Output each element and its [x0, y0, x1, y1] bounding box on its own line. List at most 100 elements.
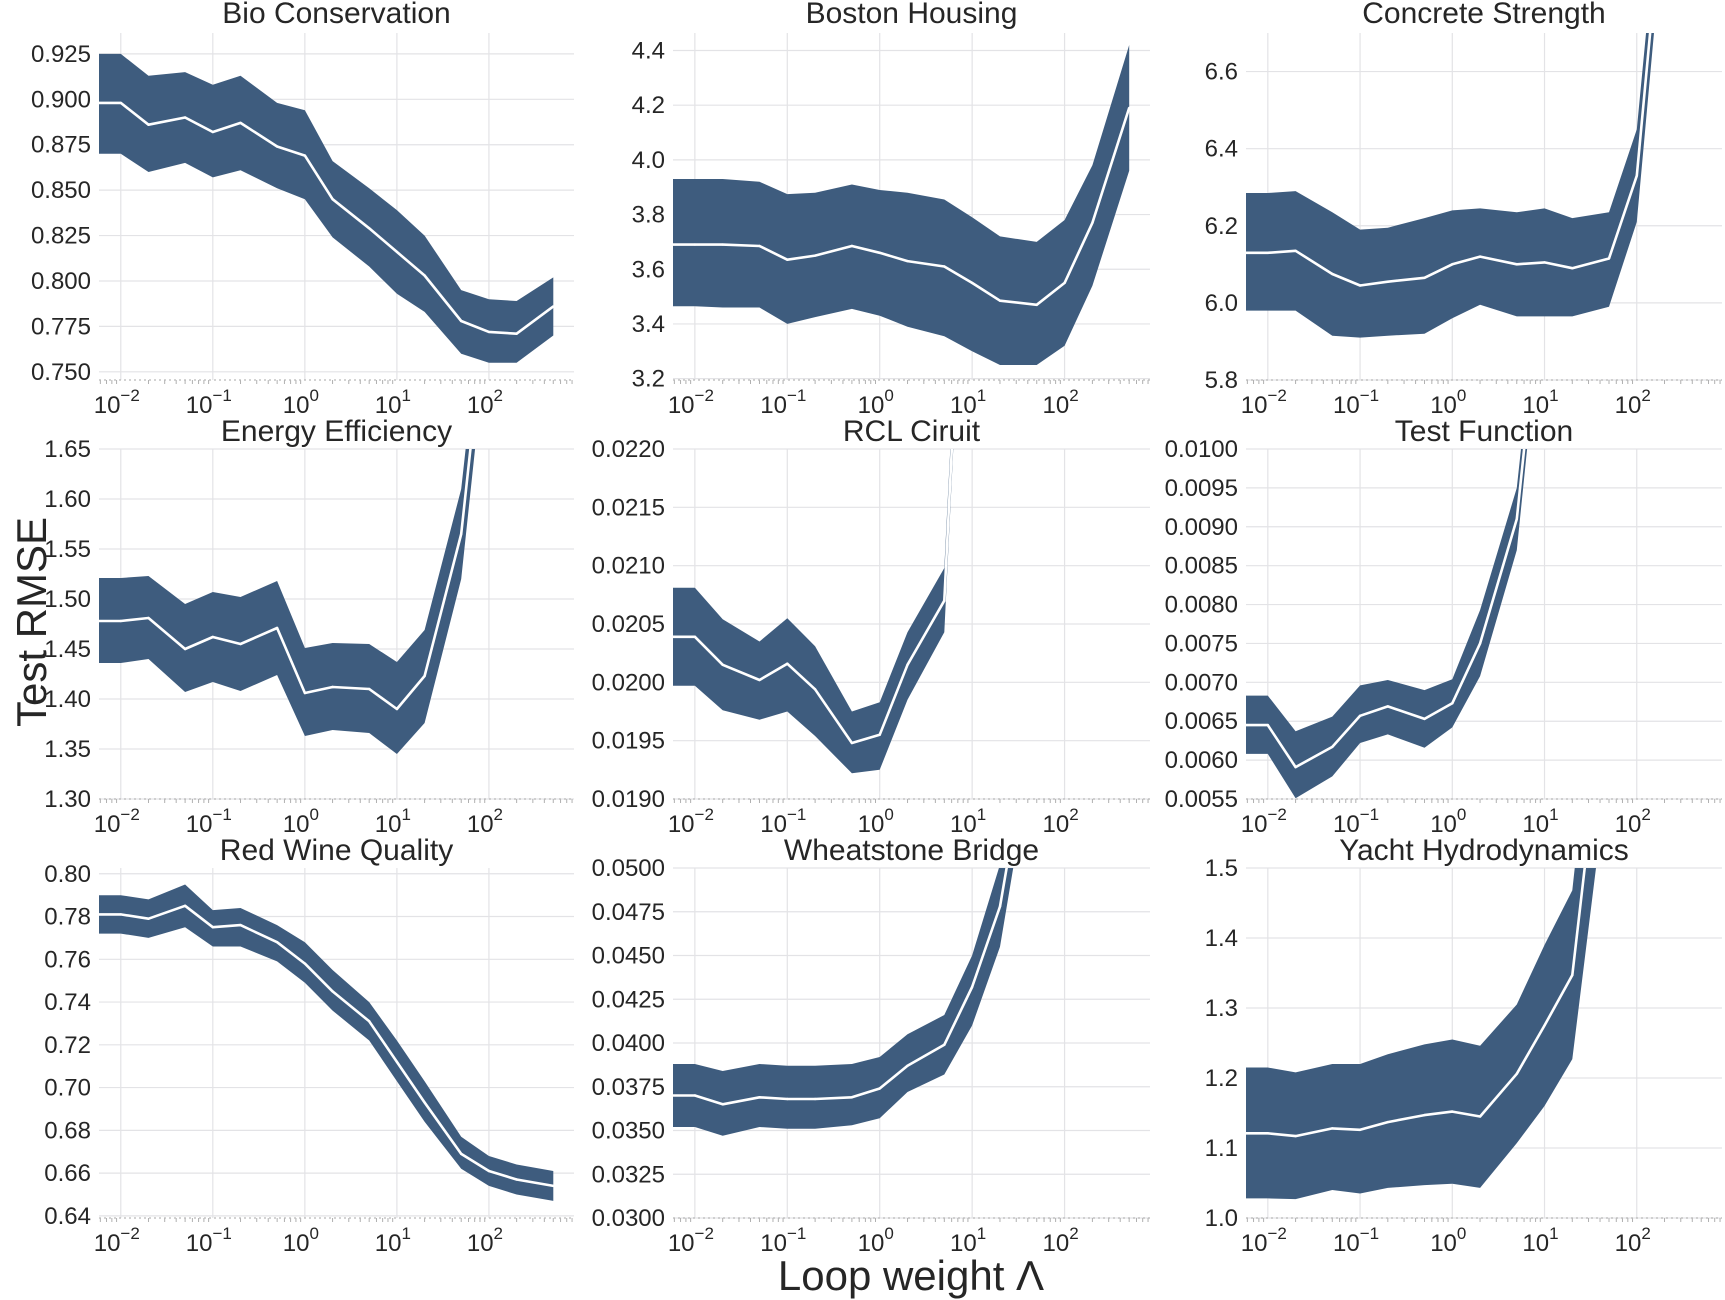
- mean-point: [1451, 263, 1454, 266]
- mean-point: [460, 532, 463, 536]
- mean-point: [239, 121, 242, 125]
- mean-point: [786, 1097, 789, 1101]
- plot-area: [1239, 97, 1665, 1200]
- y-tick-label: 6.6: [1205, 59, 1238, 86]
- mean-line: [1246, 33, 1652, 287]
- x-tick-label: 102: [1042, 805, 1078, 838]
- plot-area: [99, 53, 555, 363]
- x-tick-label: 10−1: [760, 805, 806, 838]
- mean-point: [1091, 342, 1093, 344]
- mean-point: [1294, 1134, 1297, 1138]
- y-tick-label: 4.0: [632, 147, 665, 174]
- std-band: [673, 449, 954, 774]
- y-tick-label: 0.64: [44, 1203, 91, 1230]
- mean-point: [998, 299, 1002, 302]
- x-tick-label: 101: [950, 386, 986, 419]
- mean-point: [758, 1096, 761, 1099]
- mean-point: [693, 1094, 697, 1097]
- y-tick-label: 0.80: [44, 861, 91, 888]
- mean-line: [99, 101, 555, 336]
- y-tick-label: 0.0375: [592, 1074, 665, 1101]
- mean-point: [943, 265, 946, 268]
- plot-area: [1239, 33, 1654, 338]
- mean-point: [239, 642, 242, 646]
- y-tick-label: 0.0425: [592, 986, 665, 1013]
- x-tick-label: 10−1: [760, 1224, 806, 1257]
- x-tick-label: 10−1: [186, 805, 232, 838]
- mean-point: [1239, 1132, 1241, 1134]
- x-tick-label: 102: [1615, 1224, 1651, 1257]
- y-tick-label: 0.0300: [592, 1205, 665, 1232]
- x-tick-label: 101: [1522, 805, 1558, 838]
- mean-point: [1266, 1132, 1270, 1135]
- std-band: [1246, 449, 1528, 799]
- mean-point: [275, 626, 279, 630]
- y-tick-label: 0.0100: [1165, 436, 1238, 463]
- mean-point: [666, 636, 668, 638]
- subplot-panels: Bio Conservation 0.750 0.775 0.800 0.825 0.85…: [31, 0, 1722, 1257]
- mean-point: [943, 599, 946, 602]
- std-band: [99, 53, 554, 363]
- y-tick-label: 0.0210: [592, 553, 665, 580]
- x-tick-label: 101: [950, 805, 986, 838]
- x-tick-label: 10−1: [186, 1224, 232, 1257]
- mean-point: [331, 198, 334, 201]
- y-tick-label: 0.0450: [592, 943, 665, 970]
- x-tick-label: 10−1: [760, 386, 806, 419]
- plot-area: [673, 342, 1093, 1136]
- mean-point: [786, 662, 789, 665]
- mean-point: [1294, 765, 1297, 769]
- mean-point: [183, 647, 187, 651]
- mean-point: [1239, 724, 1241, 726]
- mean-line: [673, 868, 1008, 1106]
- y-tick-label: 0.0055: [1165, 786, 1238, 813]
- x-tick-label: 10−2: [668, 1224, 714, 1257]
- x-tick-label: 102: [1042, 386, 1078, 419]
- mean-point: [1239, 252, 1241, 254]
- y-tick-label: 0.775: [31, 313, 91, 340]
- y-tick-label: 3.2: [632, 366, 665, 393]
- mean-point: [850, 1096, 854, 1099]
- mean-point: [1635, 174, 1639, 177]
- subplot-yacht-hydrodynamics: Yacht Hydrodynamics1.01.11.21.31.41.510−…: [1205, 97, 1722, 1257]
- x-tick-label: 10−1: [1333, 805, 1379, 838]
- x-tick-label: 10−2: [668, 805, 714, 838]
- y-tick-label: 1.55: [44, 536, 91, 563]
- mean-point: [119, 913, 123, 916]
- subplot-title: Red Wine Quality: [220, 834, 453, 867]
- mean-point: [331, 990, 334, 993]
- x-tick-label: 102: [1615, 805, 1651, 838]
- y-tick-label: 0.72: [44, 1032, 91, 1059]
- mean-point: [423, 274, 426, 277]
- y-tick-label: 1.4: [1205, 925, 1238, 952]
- y-tick-label: 3.6: [632, 256, 665, 283]
- mean-point: [1543, 1024, 1546, 1027]
- mean-point: [850, 741, 854, 745]
- mean-point: [331, 685, 334, 689]
- mean-point: [1663, 97, 1665, 99]
- x-tick-label: 10−2: [1241, 1224, 1287, 1257]
- mean-point: [1331, 745, 1334, 749]
- mean-point: [1478, 255, 1482, 258]
- mean-point: [721, 663, 724, 666]
- mean-line: [1246, 449, 1526, 769]
- mean-point: [813, 254, 817, 257]
- mean-point: [1571, 973, 1574, 977]
- x-tick-label: 10−1: [1333, 1224, 1379, 1257]
- y-tick-label: 0.0500: [592, 855, 665, 882]
- mean-point: [183, 904, 187, 907]
- mean-point: [786, 258, 789, 261]
- mean-point: [1386, 705, 1390, 708]
- y-tick-label: 1.35: [44, 736, 91, 763]
- y-tick-label: 0.925: [31, 41, 91, 68]
- x-tick-label: 100: [1430, 805, 1466, 838]
- mean-point: [943, 1043, 946, 1047]
- y-tick-label: 1.50: [44, 586, 91, 613]
- mean-point: [906, 663, 909, 666]
- x-tick-label: 100: [283, 805, 319, 838]
- mean-point: [368, 687, 371, 691]
- mean-point: [1358, 284, 1362, 287]
- mean-point: [1331, 272, 1334, 276]
- mean-point: [878, 733, 881, 736]
- mean-point: [460, 319, 463, 323]
